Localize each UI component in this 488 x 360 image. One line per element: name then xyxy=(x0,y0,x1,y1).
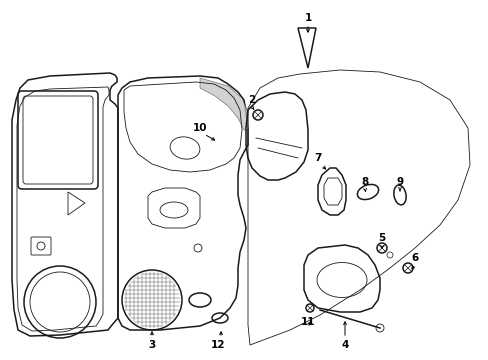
Text: 8: 8 xyxy=(361,177,368,187)
Text: 5: 5 xyxy=(378,233,385,243)
Text: 2: 2 xyxy=(248,95,255,105)
Text: 9: 9 xyxy=(396,177,403,187)
Text: 11: 11 xyxy=(300,317,315,327)
Text: 10: 10 xyxy=(192,123,207,133)
Text: 6: 6 xyxy=(410,253,418,263)
Polygon shape xyxy=(200,78,247,130)
Text: 4: 4 xyxy=(341,340,348,350)
Text: 7: 7 xyxy=(314,153,321,163)
Text: 3: 3 xyxy=(148,340,155,350)
Text: 12: 12 xyxy=(210,340,225,350)
Text: 1: 1 xyxy=(304,13,311,23)
